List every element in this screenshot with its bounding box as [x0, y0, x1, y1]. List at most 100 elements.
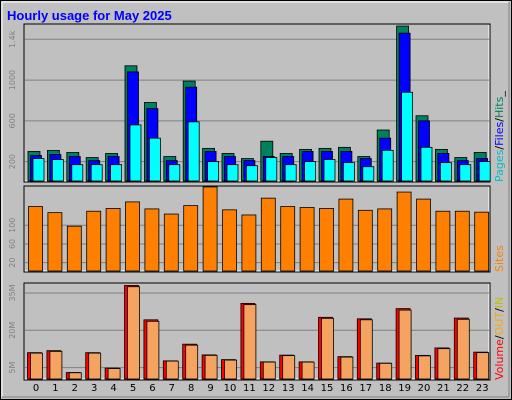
x-tick-label: 21 [437, 383, 450, 394]
bar-pages [110, 164, 122, 182]
bar-pages [207, 161, 220, 182]
x-tick-label: 14 [301, 383, 314, 394]
bar-sites [416, 198, 431, 272]
bar-pages [245, 165, 258, 182]
panel-volume: 5M 20M 35M [8, 282, 491, 381]
bar-pages [420, 146, 433, 182]
y-tick-label: 60 [8, 239, 17, 249]
legend-item: Sites [493, 245, 506, 272]
bar-out [224, 359, 237, 380]
bar-pages [342, 162, 355, 182]
bar-sites [202, 186, 218, 272]
bar-out [49, 350, 63, 380]
bar-pages [304, 161, 317, 182]
bar-out [476, 352, 490, 380]
legend-item: / [493, 146, 506, 150]
bar-pages [478, 161, 491, 182]
chart-title: Hourly usage for May 2025 [7, 8, 172, 23]
bar-sites [241, 214, 257, 272]
bar-sites [125, 201, 140, 272]
bar-pages [439, 162, 452, 182]
bar-out [107, 368, 121, 380]
legend-item: / [493, 335, 506, 339]
bar-pages [187, 121, 200, 182]
bar-pages [459, 164, 472, 182]
bar-out [340, 356, 354, 380]
x-tick-label: 13 [282, 383, 295, 394]
bar-out [185, 344, 199, 380]
bar-out [68, 372, 82, 380]
plot-area [23, 185, 491, 273]
bar-pages [129, 124, 142, 182]
bar-pages [52, 159, 64, 182]
bar-out [262, 361, 276, 380]
bar-out [456, 318, 470, 380]
legend-item: _ [493, 91, 506, 98]
x-tick-label: 5 [130, 383, 136, 394]
bar-pages [90, 164, 103, 182]
bar-sites [435, 210, 451, 272]
panel-sites: 20 60 100 [8, 185, 491, 273]
legend-item: Volume [493, 339, 506, 380]
bar-sites [163, 213, 179, 272]
x-tick-label: 0 [33, 383, 39, 394]
bar-sites [47, 212, 63, 272]
y-tick-label: 20 [8, 258, 17, 268]
bar-sites [28, 206, 43, 272]
x-tick-label: 4 [110, 383, 116, 394]
bar-out [359, 319, 373, 380]
y-tick-label: 35M [8, 284, 17, 301]
bar-out [282, 355, 296, 380]
bar-out [165, 360, 179, 380]
bar-pages [148, 137, 161, 182]
y-tick-label: 20M [8, 322, 17, 339]
bar-out [398, 309, 412, 380]
bar-pages [401, 91, 414, 182]
bar-out [243, 304, 257, 380]
bar-sites [260, 197, 276, 272]
bar-out [418, 355, 431, 380]
x-tick-label: 20 [418, 383, 431, 394]
bar-sites [144, 208, 160, 272]
legend-item: Files [493, 121, 506, 145]
y-tick-label: 100 [8, 218, 17, 233]
bar-sites [396, 191, 412, 272]
plot-area [23, 282, 491, 381]
bar-sites [474, 211, 490, 272]
bar-out [88, 352, 102, 380]
bar-pages [168, 164, 181, 182]
bar-out [204, 354, 218, 380]
legend-item: Hits [493, 96, 506, 118]
bar-sites [86, 210, 102, 272]
bar-sites [377, 208, 393, 272]
x-tick-label: 3 [91, 383, 97, 394]
bar-sites [454, 210, 470, 272]
bar-pages [284, 164, 297, 182]
y-tick-label: 1000 [8, 70, 17, 90]
y-tick-label: 1.4k [8, 30, 17, 48]
bar-sites [280, 206, 296, 272]
legend-item: Pages [493, 149, 506, 182]
panel-hits-files-pages: 200 600 1000 1.4k [8, 23, 491, 183]
bar-out [379, 362, 393, 380]
y-tick-label: 5M [8, 361, 17, 373]
x-tick-label: 6 [149, 383, 155, 394]
x-tick-label: 9 [207, 383, 213, 394]
bar-out [30, 352, 43, 380]
bar-sites [357, 209, 373, 272]
x-tick-label: 11 [243, 383, 256, 394]
legend-item: OUT [493, 312, 506, 336]
x-tick-label: 18 [379, 383, 392, 394]
legend-item: / [493, 118, 506, 122]
bar-sites [299, 207, 315, 272]
bar-pages [226, 164, 239, 182]
x-tick-label: 8 [188, 383, 194, 394]
bar-out [437, 348, 451, 380]
bar-sites [319, 208, 334, 272]
x-tick-label: 19 [398, 383, 411, 394]
x-axis-hours: 0 1 2 3 4 5 6 7 8 9 10 11 12 13 14 15 16 17 18 19 20 21 22 23 [33, 383, 489, 394]
bar-pages [71, 164, 84, 182]
bar-pages [32, 158, 45, 182]
x-tick-label: 12 [262, 383, 275, 394]
